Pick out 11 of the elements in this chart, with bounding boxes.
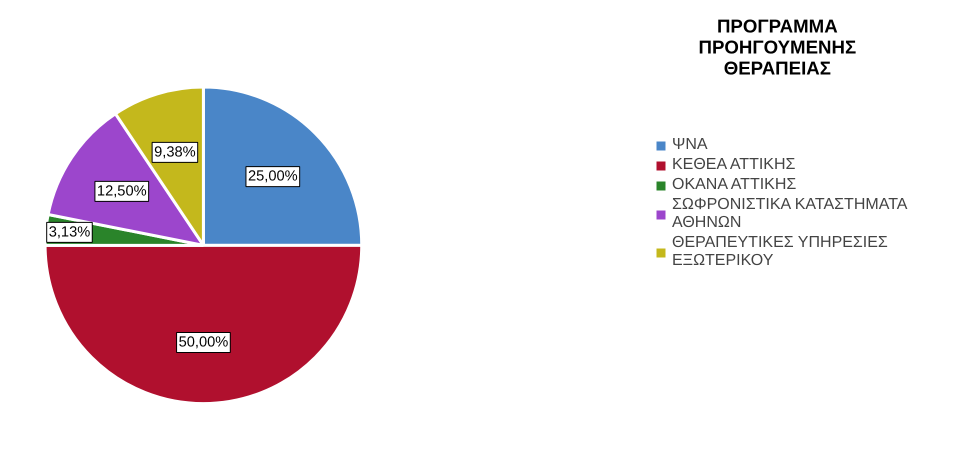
data-label: 3,13% [48,224,90,240]
legend-label: ΟΚΑΝΑ ΑΤΤΙΚΗΣ [672,176,796,194]
data-label: 9,38% [154,144,196,160]
legend-label: ΨΝΑ [672,136,708,154]
legend-label: ΚΕΘΕΑ ΑΤΤΙΚΗΣ [672,156,796,174]
data-label: 50,00% [178,334,228,350]
data-label: 25,00% [248,168,298,185]
data-label: 12,50% [96,183,147,200]
legend-title: ΠΡΟΓΡΑΜΜΑ ΠΡΟΗΓΟΥΜΕΝΗΣ ΘΕΡΑΠΕΙΑΣ [698,15,856,78]
legend-label: ΘΕΡΑΠΕΥΤΙΚΕΣ ΥΠΗΡΕΣΙΕΣ ΕΞΩΤΕΡΙΚΟΥ [672,234,888,270]
legend-label: ΣΩΦΡΟΝΙΣΤΙΚΑ ΚΑΤΑΣΤΗΜΑΤΑ ΑΘΗΝΩΝ [672,196,908,232]
